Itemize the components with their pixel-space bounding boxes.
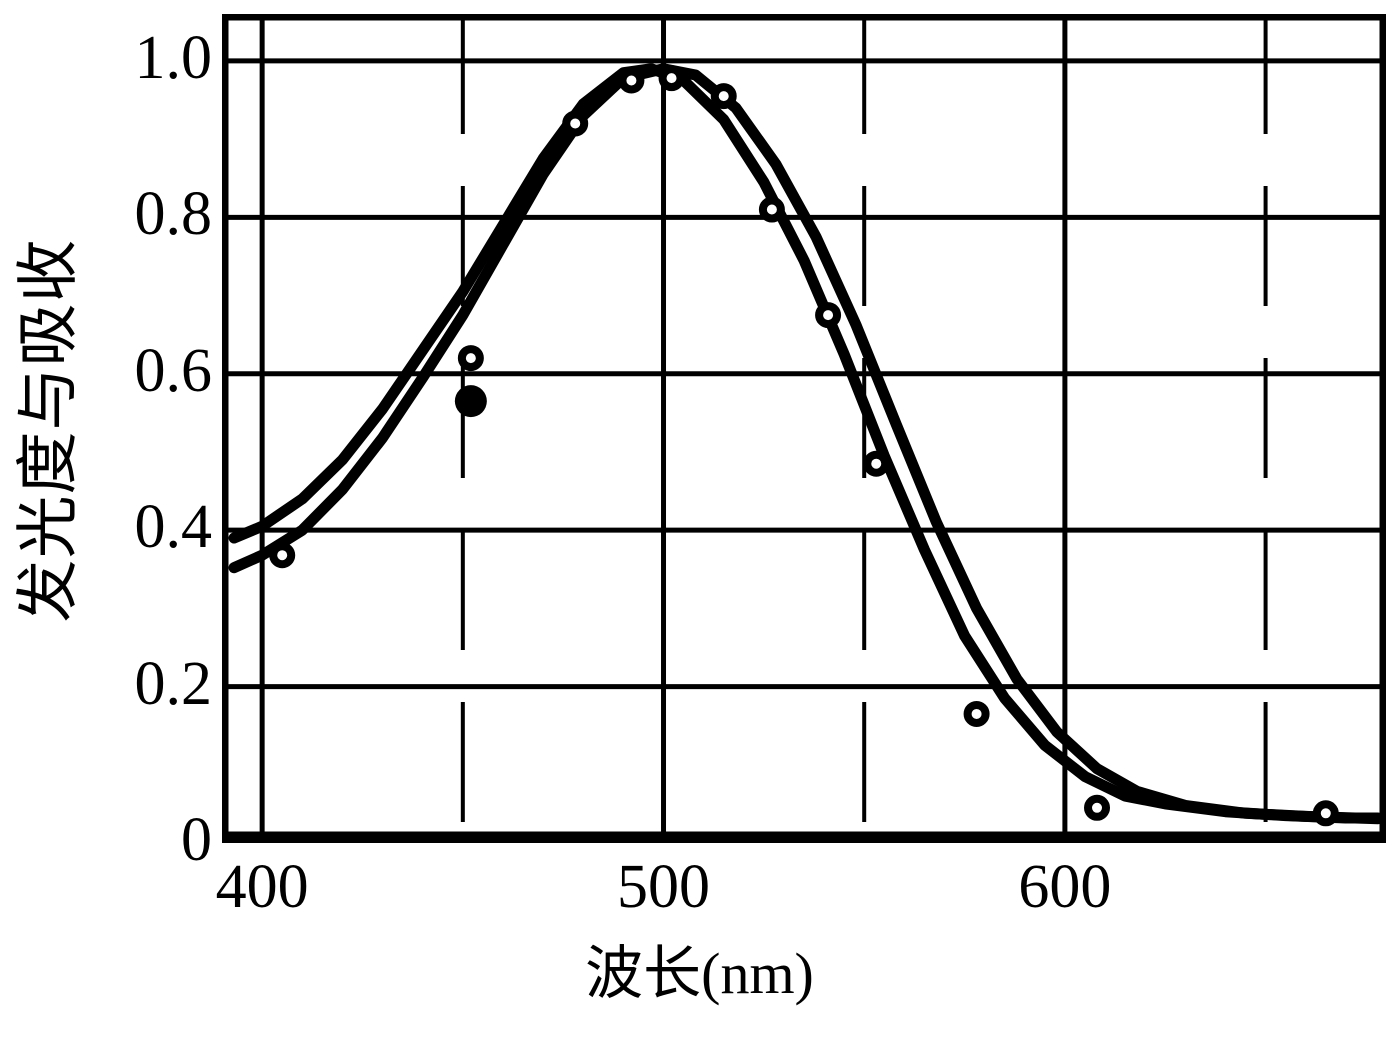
x-axis-tick-labels: 400 500 600	[0, 856, 1399, 936]
y-tick-label: 0.8	[134, 180, 213, 249]
x-axis-title-text: 波长	[585, 939, 702, 1007]
curve-emission-curve	[228, 63, 1384, 825]
y-tick-label: 0.6	[134, 336, 213, 405]
data-point-open	[758, 196, 785, 223]
data-point-open	[457, 345, 484, 372]
data-point-open	[1084, 794, 1111, 821]
plot-frame	[222, 14, 1386, 843]
data-point-open	[658, 65, 685, 92]
y-axis-tick-labels: 0 0.2 0.4 0.6 0.8 1.0	[80, 0, 213, 880]
data-point-open	[710, 83, 737, 110]
x-axis-unit-text: (nm)	[701, 941, 814, 1006]
data-point-open	[963, 700, 990, 727]
data-point-open	[562, 110, 589, 137]
y-tick-label: 1.0	[134, 23, 213, 92]
data-point-filled	[454, 385, 487, 418]
x-axis-title: 波长(nm)	[0, 944, 1399, 1003]
x-tick-label: 400	[215, 853, 309, 921]
x-tick-label: 500	[617, 853, 711, 921]
curve-absorption-curve	[228, 63, 1384, 824]
plot-svg	[222, 14, 1386, 843]
data-point-open	[618, 67, 645, 94]
data-point-open	[1312, 800, 1339, 827]
x-tick-label: 600	[1018, 853, 1112, 921]
y-tick-label: 0.2	[134, 649, 213, 718]
y-tick-label: 0	[181, 806, 212, 874]
data-point-open	[269, 542, 296, 569]
data-point-open	[863, 450, 890, 477]
y-axis-title-text: 发光度与吸收	[11, 238, 85, 622]
y-tick-label: 0.4	[134, 493, 213, 562]
plot-area	[222, 14, 1386, 843]
data-point-open	[815, 302, 842, 329]
